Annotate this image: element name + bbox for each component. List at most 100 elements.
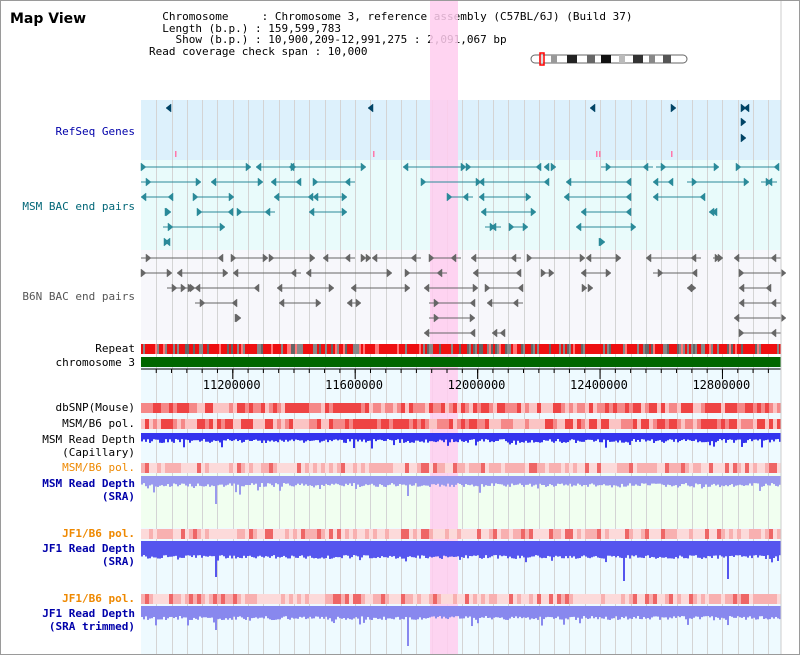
msm-capillary-depth-bar: [633, 433, 635, 440]
msm-capillary-depth-bar: [371, 433, 373, 449]
msm-bac-pair-end: [625, 207, 632, 217]
jf1-b6-pol-cell: [381, 529, 385, 539]
msm-capillary-depth-bar: [667, 433, 669, 441]
jf1-trimmed-depth-bar: [515, 606, 517, 617]
jf1-b6-pol-cell: [213, 529, 217, 539]
jf1-trimmed-depth-bar: [373, 606, 375, 618]
msm-b6-pol2-cell: [545, 463, 549, 473]
dbsnp-cell: [245, 403, 249, 413]
dbsnp-cell: [169, 403, 173, 413]
repeat-segment: [765, 344, 767, 354]
repeat-segment: [311, 344, 313, 354]
dbsnp-cell: [381, 403, 385, 413]
jf1-sra-depth-bar: [201, 541, 203, 558]
repeat-segment: [371, 344, 373, 354]
jf1-trimmed-depth-bar: [675, 606, 677, 618]
jf1-b6-pol2-cell: [549, 594, 553, 604]
msm-capillary-depth-bar: [747, 433, 749, 441]
jf1-trimmed-depth-bar: [385, 606, 387, 620]
msm-sra-depth-bar: [485, 476, 487, 486]
msm-sra-depth-bar: [613, 476, 615, 486]
msm-capillary-depth-bar: [285, 433, 287, 440]
jf1-trimmed-depth-bar: [657, 606, 659, 617]
msm-sra-depth-bar: [721, 476, 723, 486]
msm-capillary-depth-bar: [417, 433, 419, 441]
jf1-trimmed-depth-bar: [519, 606, 521, 617]
msm-capillary-depth-bar: [181, 433, 183, 440]
b6n-bac-pair-end: [428, 253, 435, 263]
msm-sra-depth-bar: [251, 476, 253, 484]
msm-capillary-depth-bar: [493, 433, 495, 443]
msm-bac-pair-end: [530, 207, 537, 217]
dbsnp-cell: [477, 403, 481, 413]
jf1-b6-pol2-cell: [573, 594, 577, 604]
b6n-bac-pair-end: [355, 298, 362, 308]
jf1-b6-pol-cell: [305, 529, 309, 539]
jf1-sra-depth-bar: [627, 541, 629, 556]
msm-sra-depth-bar: [623, 476, 625, 487]
b6n-bac-pair-end: [276, 283, 283, 293]
msm-capillary-depth-bar: [155, 433, 157, 440]
msm-b6-pol-cell: [653, 419, 657, 429]
repeat-segment: [745, 344, 747, 354]
jf1-trimmed-depth-bar: [425, 606, 427, 619]
label-b6n-bac[interactable]: B6N BAC end pairs: [22, 290, 135, 303]
msm-sra-depth-bar: [667, 476, 669, 485]
grid-line: [309, 100, 310, 654]
msm-sra-depth-bar: [545, 476, 547, 487]
msm-b6-pol-cell: [189, 419, 193, 429]
chromosome-ideogram[interactable]: [529, 52, 691, 66]
jf1-sra-depth-bar: [707, 541, 709, 556]
jf1-trimmed-depth-bar: [683, 606, 685, 617]
jf1-sra-depth-bar: [225, 541, 227, 559]
jf1-trimmed-depth-bar: [713, 606, 715, 621]
jf1-b6-pol-cell: [501, 529, 505, 539]
msm-capillary-depth-bar: [439, 433, 441, 440]
jf1-sra-depth-bar: [309, 541, 311, 556]
msm-capillary-depth-bar: [359, 433, 361, 440]
jf1-trimmed-depth-bar: [317, 606, 319, 617]
repeat-segment: [171, 344, 173, 354]
msm-bac-pair-end: [462, 192, 469, 202]
msm-bac-pair-end: [773, 162, 780, 172]
jf1-b6-pol2-cell: [217, 594, 221, 604]
msm-bac-pair-end: [245, 162, 252, 172]
repeat-segment: [147, 344, 149, 354]
jf1-trimmed-depth-bar: [323, 606, 325, 619]
msm-capillary-depth-bar: [749, 433, 751, 440]
jf1-sra-depth-bar: [619, 541, 621, 558]
jf1-trimmed-depth-bar: [563, 606, 565, 625]
msm-bac-band: [141, 160, 781, 250]
msm-sra-depth-bar: [141, 476, 143, 485]
jf1-sra-depth-bar: [635, 541, 637, 556]
msm-sra-depth-bar: [407, 476, 409, 496]
jf1-trimmed-depth-bar: [349, 606, 351, 620]
dbsnp-cell: [209, 403, 213, 413]
jf1-sra-depth-bar: [735, 541, 737, 556]
msm-sra-depth-bar: [471, 476, 473, 485]
label-refseq-genes[interactable]: RefSeq Genes: [55, 125, 135, 138]
jf1-sra-depth-bar: [431, 541, 433, 558]
msm-b6-pol2-cell: [761, 463, 765, 473]
msm-sra-depth-bar: [229, 476, 231, 484]
dbsnp-cell: [441, 403, 445, 413]
b6n-bac-pair-end: [587, 283, 594, 293]
msm-b6-pol-cell: [141, 419, 145, 429]
repeat-segment: [739, 344, 741, 354]
jf1-b6-pol-cell: [593, 529, 597, 539]
jf1-sra-depth-bar: [665, 541, 667, 558]
jf1-sra-depth-bar: [515, 541, 517, 559]
msm-b6-pol-cell: [657, 419, 661, 429]
msm-capillary-depth-bar: [621, 433, 623, 443]
jf1-trimmed-depth-bar: [533, 606, 535, 620]
repeat-segment: [591, 344, 593, 354]
jf1-trimmed-depth-bar: [753, 606, 755, 618]
jf1-sra-depth-bar: [375, 541, 377, 559]
msm-bac-pair-end: [699, 192, 706, 202]
jf1-trimmed-depth-bar: [221, 606, 223, 620]
b6n-bac-pair-end: [350, 283, 357, 293]
jf1-trimmed-depth-bar: [345, 606, 347, 620]
jf1-trimmed-depth-bar: [535, 606, 537, 619]
label-msm-bac[interactable]: MSM BAC end pairs: [22, 200, 135, 213]
